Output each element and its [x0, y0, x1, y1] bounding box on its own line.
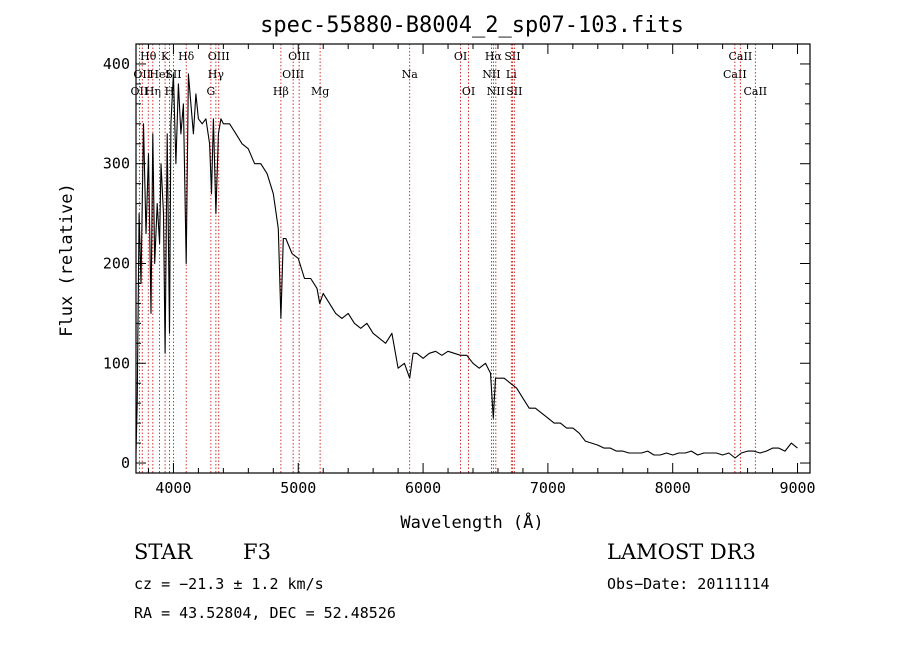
- line-label-8: Hδ: [178, 50, 195, 63]
- line-label-21: NII: [487, 85, 505, 98]
- line-label-12: Hβ: [273, 85, 289, 98]
- x-tick-label-3: 7000: [530, 479, 566, 497]
- x-tick-label-1: 5000: [280, 479, 316, 497]
- line-label-23: SII: [504, 50, 520, 63]
- spectrum-series: [135, 73, 798, 459]
- spectral-line-markers: OII OII Hθ Hη HeI K H SII Hδ G Hγ OIII Hβ OIII OIII Mg N…: [131, 44, 767, 473]
- y-tick-label-3: 300: [103, 155, 130, 173]
- y-axis-ticks: 0 100 200 300 400: [103, 55, 810, 472]
- y-tick-label-0: 0: [121, 454, 130, 472]
- line-label-10: Hγ: [208, 68, 225, 81]
- x-tick-label-4: 8000: [655, 479, 691, 497]
- y-tick-label-1: 100: [103, 354, 130, 372]
- line-label-24: SII: [506, 85, 522, 98]
- line-label-5: K: [161, 50, 170, 63]
- x-axis-label: Wavelength (Å): [400, 511, 543, 533]
- redshift-value: cz = −21.3 ± 1.2 km/s: [134, 575, 324, 593]
- observation-date: Obs−Date: 20111114: [607, 575, 770, 593]
- line-label-26: CaII: [729, 50, 753, 63]
- line-label-3: Hη: [145, 85, 161, 98]
- line-label-22: Li: [506, 68, 517, 81]
- survey-name: LAMOST DR3: [607, 540, 756, 564]
- line-label-4: HeI: [149, 68, 169, 81]
- plot-frame: [135, 43, 811, 474]
- x-tick-label-5: 9000: [779, 479, 815, 497]
- line-label-0: OII: [131, 85, 149, 98]
- y-tick-label-4: 400: [103, 55, 130, 73]
- object-subclass: F3: [243, 540, 271, 564]
- line-label-14: OIII: [288, 50, 310, 63]
- x-tick-label-0: 4000: [155, 479, 191, 497]
- line-label-17: OI: [454, 50, 467, 63]
- object-class: STAR: [134, 540, 193, 564]
- line-label-1: OII: [133, 68, 151, 81]
- line-label-13: OIII: [282, 68, 304, 81]
- chart-title: spec-55880-B8004_2_sp07-103.fits: [260, 13, 684, 38]
- line-label-25: CaII: [723, 68, 747, 81]
- line-label-27: CaII: [743, 85, 767, 98]
- line-label-15: Mg: [311, 85, 329, 98]
- line-label-20: Hα: [485, 50, 503, 63]
- line-label-18: OI: [462, 85, 475, 98]
- line-label-6: H: [165, 85, 175, 98]
- line-label-19: NII: [482, 68, 500, 81]
- line-label-11: OIII: [208, 50, 230, 63]
- sky-coordinates: RA = 43.52804, DEC = 52.48526: [134, 604, 396, 622]
- line-label-2: Hθ: [140, 50, 157, 63]
- spectrum-line: [135, 73, 798, 459]
- y-tick-label-2: 200: [103, 254, 130, 272]
- x-tick-label-2: 6000: [405, 479, 441, 497]
- line-label-16: Na: [402, 68, 419, 81]
- y-axis-label: Flux (relative): [57, 183, 77, 337]
- x-axis-ticks: 4000 5000 6000 7000 8000 9000: [147, 44, 816, 497]
- line-label-9: G: [206, 85, 215, 98]
